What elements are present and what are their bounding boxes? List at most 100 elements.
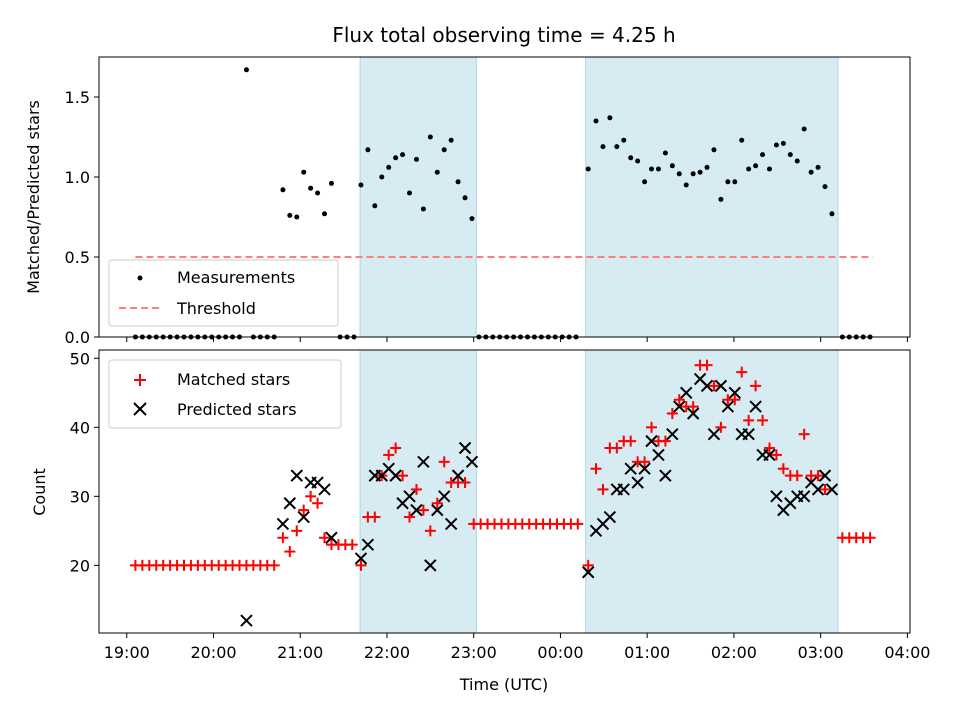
measurement-point — [753, 163, 759, 169]
shaded-interval — [359, 56, 477, 338]
measurement-point — [358, 182, 364, 188]
x-tick-label: 19:00 — [104, 643, 150, 662]
legend-matched-marker — [134, 374, 146, 386]
matched-star-point — [819, 483, 831, 495]
x-tick-label: 21:00 — [277, 643, 323, 662]
predicted-star-point — [673, 400, 686, 413]
x-tick-label: 20:00 — [190, 643, 236, 662]
matched-star-point — [750, 380, 762, 392]
matched-star-point — [582, 559, 594, 571]
y-tick-label: 1.0 — [65, 168, 90, 187]
legend-predicted-label: Predicted stars — [177, 400, 297, 419]
x-tick-label: 03:00 — [798, 643, 844, 662]
measurement-point — [829, 211, 835, 217]
matched-star-point — [812, 470, 824, 482]
predicted-star-point — [444, 517, 458, 531]
shaded-interval — [585, 349, 839, 634]
legend-predicted-marker — [133, 402, 147, 416]
predicted-star-point — [645, 434, 658, 448]
predicted-star-point — [240, 614, 253, 627]
measurement-point — [787, 152, 793, 158]
measurement-point — [308, 185, 314, 191]
measurement-point — [669, 163, 675, 169]
measurement-point — [690, 171, 696, 177]
measurement-point — [365, 147, 371, 153]
measurement-point — [243, 67, 249, 73]
matched-star-point — [864, 532, 876, 544]
top-x-ticks — [126, 337, 908, 342]
measurement-point — [413, 156, 419, 162]
y-tick-label: 20 — [70, 556, 90, 575]
predicted-star-point — [389, 469, 402, 482]
matched-star-point — [459, 477, 471, 489]
measurement-point — [760, 152, 766, 158]
x-axis-label: Time (UTC) — [459, 675, 548, 694]
x-tick-label: 22:00 — [364, 643, 410, 662]
predicted-star-point — [700, 379, 714, 393]
legend-measurements-label: Measurements — [177, 268, 295, 287]
y-tick-label: 40 — [70, 418, 90, 437]
x-tick-label: 02:00 — [711, 643, 757, 662]
measurement-point — [593, 118, 599, 124]
measurement-point — [649, 166, 655, 172]
measurement-point — [780, 140, 786, 146]
predicted-star-point — [290, 469, 303, 482]
measurement-point — [441, 147, 447, 153]
measurement-point — [635, 158, 641, 164]
matched-star-point — [438, 456, 450, 468]
measurement-point — [725, 179, 731, 185]
matched-star-point — [355, 559, 367, 571]
measurement-point — [315, 190, 321, 196]
predicted-star-point — [297, 510, 310, 524]
matched-star-point — [791, 470, 803, 482]
matched-star-point — [777, 463, 789, 475]
y-tick-label: 0.5 — [65, 248, 90, 267]
predicted-star-point — [624, 462, 637, 475]
measurement-point — [301, 169, 307, 175]
matched-star-point — [319, 532, 331, 544]
matched-star-point — [597, 483, 609, 495]
predicted-star-point — [438, 490, 451, 503]
predicted-star-point — [666, 428, 679, 441]
bottom-x-ticks: 19:00 20:00 21:00 22:00 23:00 00:00 01:00 02:00… — [104, 633, 930, 662]
legend-matched-label: Matched stars — [177, 370, 290, 389]
matched-star-point — [284, 546, 296, 558]
measurement-point — [386, 164, 392, 170]
measurement-point — [393, 155, 399, 161]
measurement-point — [801, 126, 807, 132]
predicted-star-point — [403, 490, 416, 503]
predicted-star-point — [283, 497, 297, 510]
measurement-point — [400, 152, 406, 158]
predicted-star-point — [431, 503, 444, 517]
matched-star-point — [312, 497, 324, 509]
predicted-star-point — [361, 538, 375, 551]
x-tick-label: 00:00 — [537, 643, 583, 662]
x-tick-label: 23:00 — [451, 643, 497, 662]
predicted-star-point — [818, 469, 832, 482]
matched-star-point — [410, 483, 422, 495]
predicted-star-point — [617, 483, 630, 496]
matched-star-point — [291, 525, 303, 537]
predicted-star-point — [458, 441, 472, 455]
matched-star-point — [572, 518, 584, 530]
y-tick-label: 30 — [70, 487, 90, 506]
matched-star-point — [298, 504, 310, 516]
predicted-star-point — [631, 476, 644, 489]
measurement-point — [600, 144, 606, 150]
measurement-point — [455, 179, 461, 185]
y-tick-label: 1.5 — [65, 88, 90, 107]
measurement-point — [407, 190, 413, 196]
predicted-star-point — [811, 483, 825, 496]
matched-star-point — [390, 442, 402, 454]
top-y-axis-label: Matched/Predicted stars — [24, 100, 43, 294]
y-tick-label: 50 — [70, 349, 90, 368]
measurement-point — [448, 137, 454, 143]
measurement-point — [628, 155, 634, 161]
predicted-star-point — [318, 483, 331, 496]
predicted-star-point — [410, 503, 423, 517]
matched-star-point — [729, 394, 741, 406]
measurement-point — [676, 171, 682, 177]
measurement-point — [427, 134, 433, 140]
measurement-point — [469, 216, 475, 222]
